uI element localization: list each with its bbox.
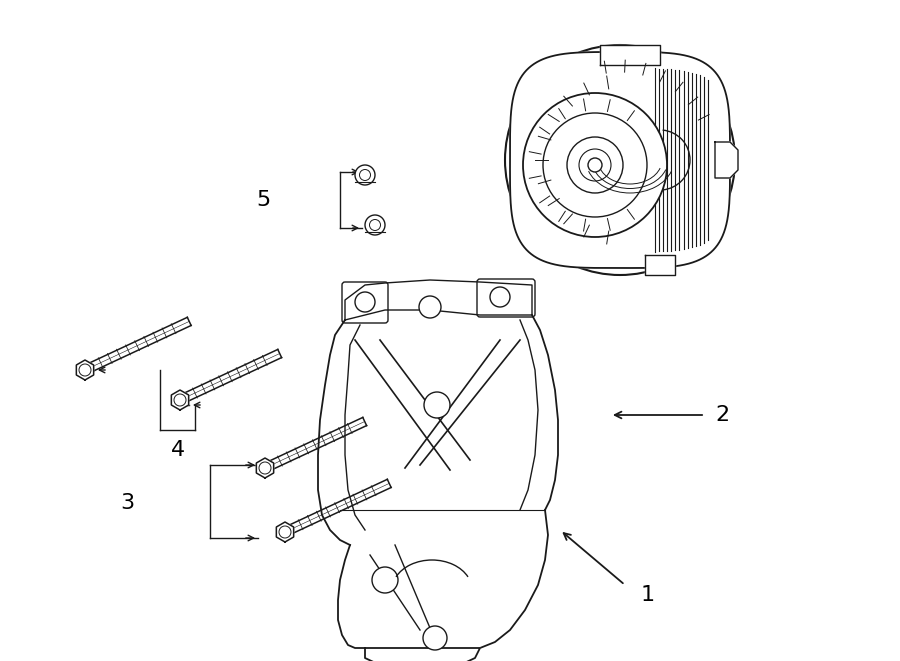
Polygon shape xyxy=(76,360,94,380)
Polygon shape xyxy=(345,280,532,320)
Circle shape xyxy=(423,626,447,650)
Polygon shape xyxy=(171,390,189,410)
Circle shape xyxy=(567,137,623,193)
Text: 2: 2 xyxy=(715,405,729,425)
FancyBboxPatch shape xyxy=(342,282,388,323)
Polygon shape xyxy=(256,458,274,478)
Text: 1: 1 xyxy=(641,585,655,605)
Circle shape xyxy=(588,158,602,172)
Circle shape xyxy=(424,392,450,418)
Polygon shape xyxy=(645,255,675,275)
Polygon shape xyxy=(715,142,738,178)
Polygon shape xyxy=(510,52,730,268)
Circle shape xyxy=(419,296,441,318)
Circle shape xyxy=(523,93,667,237)
Circle shape xyxy=(355,165,375,185)
Circle shape xyxy=(365,215,385,235)
Polygon shape xyxy=(365,648,480,661)
Text: 5: 5 xyxy=(256,190,270,210)
Polygon shape xyxy=(276,522,293,542)
Polygon shape xyxy=(600,45,660,65)
Text: 4: 4 xyxy=(171,440,185,460)
Text: 3: 3 xyxy=(120,493,134,513)
FancyBboxPatch shape xyxy=(477,279,535,317)
Ellipse shape xyxy=(505,45,735,275)
Circle shape xyxy=(372,567,398,593)
